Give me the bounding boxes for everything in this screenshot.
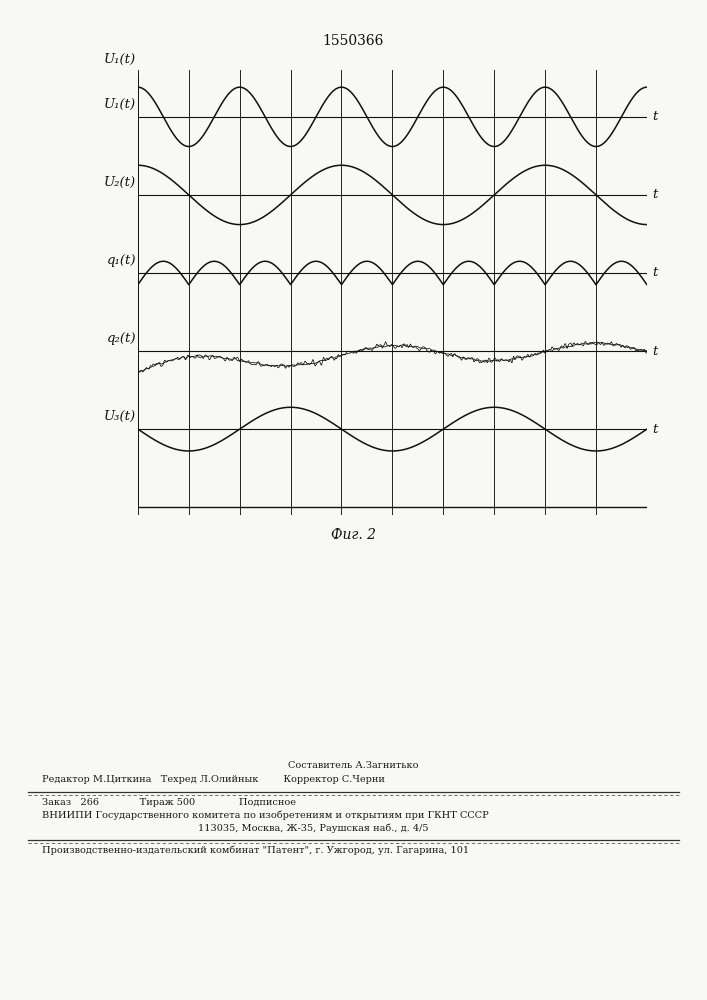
Text: Редактор М.Циткина   Техред Л.Олийнык        Корректор С.Черни: Редактор М.Циткина Техред Л.Олийнык Корр… [42, 775, 385, 784]
Text: U₃(t): U₃(t) [104, 410, 136, 423]
Text: ВНИИПИ Государственного комитета по изобретениям и открытиям при ГКНТ СССР: ВНИИПИ Государственного комитета по изоб… [42, 810, 489, 820]
Text: Заказ   266             Тираж 500              Подписное: Заказ 266 Тираж 500 Подписное [42, 798, 296, 807]
Text: q₁(t): q₁(t) [107, 254, 136, 267]
Text: t: t [652, 266, 658, 279]
Text: t: t [652, 423, 658, 436]
Text: U₁(t): U₁(t) [104, 98, 136, 111]
Text: t: t [652, 188, 658, 201]
Text: 1550366: 1550366 [323, 34, 384, 48]
Text: Составитель А.Загнитько: Составитель А.Загнитько [288, 761, 419, 770]
Text: q₂(t): q₂(t) [107, 332, 136, 345]
Text: 113035, Москва, Ж-35, Раушская наб., д. 4/5: 113035, Москва, Ж-35, Раушская наб., д. … [198, 824, 428, 833]
Text: t: t [652, 345, 658, 358]
Text: t: t [652, 110, 658, 123]
Text: Производственно-издательский комбинат "Патент", г. Ужгород, ул. Гагарина, 101: Производственно-издательский комбинат "П… [42, 846, 469, 855]
Text: U₂(t): U₂(t) [104, 176, 136, 189]
Text: U₁(t): U₁(t) [104, 53, 136, 66]
Text: Фиг. 2: Фиг. 2 [331, 528, 376, 542]
